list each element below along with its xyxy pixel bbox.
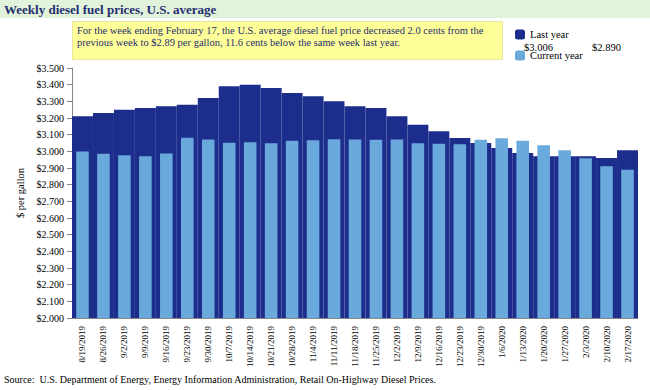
svg-text:$3.200: $3.200 [37, 113, 65, 124]
svg-text:11/11/2019: 11/11/2019 [329, 326, 339, 367]
svg-text:Current year: Current year [530, 50, 583, 61]
svg-text:2/3/2020: 2/3/2020 [581, 326, 591, 359]
svg-text:9/30/2019: 9/30/2019 [203, 326, 213, 363]
svg-text:1/6/2020: 1/6/2020 [497, 326, 507, 359]
svg-text:$2.700: $2.700 [37, 196, 65, 207]
svg-text:$2.200: $2.200 [37, 279, 65, 290]
svg-text:11/25/2019: 11/25/2019 [371, 326, 381, 367]
svg-text:9/16/2019: 9/16/2019 [161, 326, 171, 363]
svg-text:For the week ending February 1: For the week ending February 17, the U.S… [77, 25, 486, 36]
svg-text:12/16/2019: 12/16/2019 [434, 326, 444, 368]
svg-text:10/7/2019: 10/7/2019 [224, 326, 234, 363]
svg-text:8/19/2019: 8/19/2019 [77, 326, 87, 363]
svg-text:$2.890: $2.890 [592, 42, 621, 53]
svg-text:$3.006: $3.006 [524, 42, 553, 53]
svg-text:8/26/2019: 8/26/2019 [98, 326, 108, 363]
svg-text:1/13/2020: 1/13/2020 [518, 326, 528, 363]
svg-text:12/9/2019: 12/9/2019 [413, 326, 423, 363]
svg-text:9/23/2019: 9/23/2019 [182, 326, 192, 363]
svg-text:$2.400: $2.400 [37, 246, 65, 257]
svg-text:Weekly diesel fuel prices, U.S: Weekly diesel fuel prices, U.S. average [4, 2, 217, 17]
svg-text:$2.300: $2.300 [37, 263, 65, 274]
svg-text:2/17/2020: 2/17/2020 [623, 326, 633, 363]
svg-text:2/10/2020: 2/10/2020 [602, 326, 612, 363]
svg-text:10/21/2019: 10/21/2019 [266, 326, 276, 368]
svg-text:1/27/2020: 1/27/2020 [560, 326, 570, 363]
svg-text:$2.800: $2.800 [37, 179, 65, 190]
svg-text:1/20/2020: 1/20/2020 [539, 326, 549, 363]
svg-text:$2.900: $2.900 [37, 163, 65, 174]
svg-text:$ per gallon: $ per gallon [15, 167, 26, 218]
svg-text:12/23/2019: 12/23/2019 [455, 326, 465, 368]
svg-text:$2.000: $2.000 [37, 313, 65, 324]
svg-text:Last year: Last year [530, 29, 569, 40]
svg-text:12/30/2019: 12/30/2019 [476, 326, 486, 368]
svg-text:$3.000: $3.000 [37, 146, 65, 157]
svg-text:12/2/2019: 12/2/2019 [392, 326, 402, 363]
svg-text:9/2/2019: 9/2/2019 [119, 326, 129, 359]
svg-text:$3.500: $3.500 [37, 63, 65, 74]
svg-text:$2.600: $2.600 [37, 213, 65, 224]
svg-text:11/18/2019: 11/18/2019 [350, 326, 360, 367]
svg-text:$2.100: $2.100 [37, 296, 65, 307]
svg-text:Source: U.S. Department of En: Source: U.S. Department of Energy, Energ… [4, 374, 436, 385]
svg-text:previous week to $2.89 per gal: previous week to $2.89 per gallon, 11.6 … [77, 37, 400, 48]
svg-text:$2.500: $2.500 [37, 229, 65, 240]
svg-text:$3.100: $3.100 [37, 129, 65, 140]
svg-text:9/9/2019: 9/9/2019 [140, 326, 150, 359]
svg-text:$3.400: $3.400 [37, 79, 65, 90]
svg-text:10/28/2019: 10/28/2019 [287, 326, 297, 368]
svg-text:10/14/2019: 10/14/2019 [245, 326, 255, 368]
svg-text:11/4/2019: 11/4/2019 [308, 326, 318, 363]
svg-text:$3.300: $3.300 [37, 96, 65, 107]
